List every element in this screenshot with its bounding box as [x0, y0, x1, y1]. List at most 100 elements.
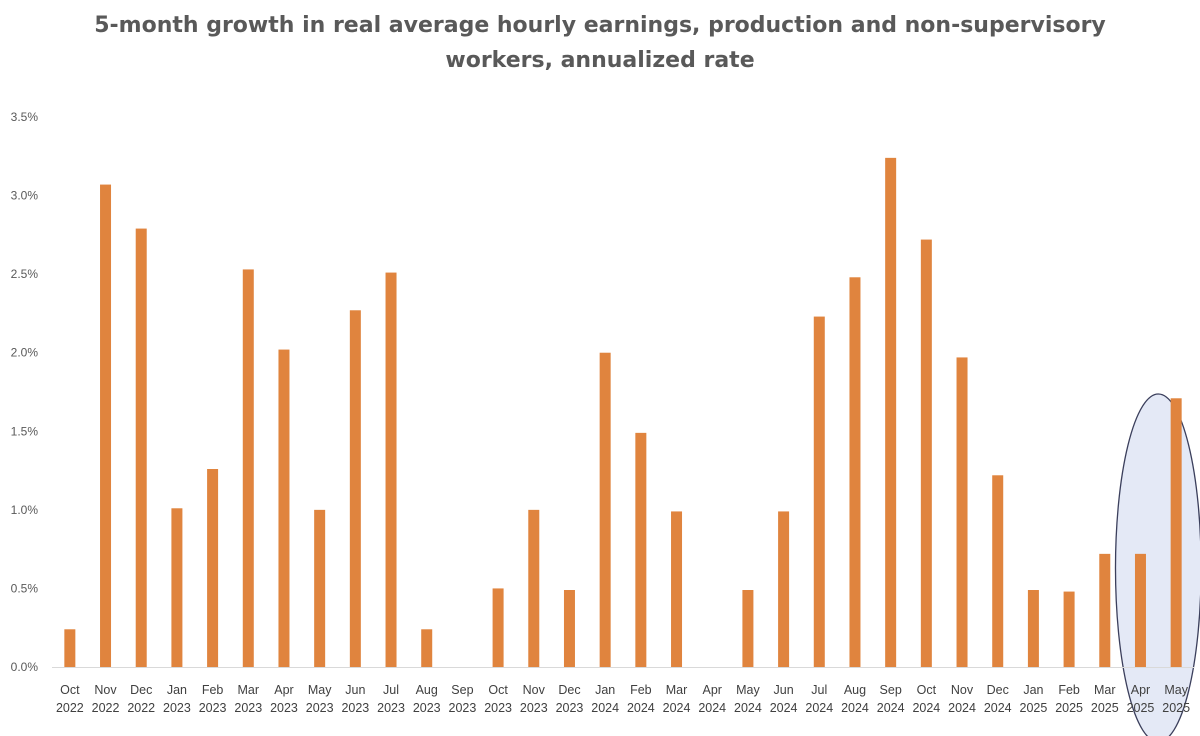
bar [528, 509, 540, 667]
x-tick-label-year: 2024 [841, 701, 869, 715]
x-tick-label-month: Nov [523, 683, 546, 697]
x-tick-label-month: Oct [488, 683, 508, 697]
bar [1063, 591, 1075, 667]
bar [813, 316, 825, 667]
x-tick-label-year: 2024 [627, 701, 655, 715]
x-tick-label-month: Dec [130, 683, 152, 697]
bar [64, 629, 76, 667]
bar [778, 511, 790, 667]
x-tick-label-month: Mar [238, 683, 260, 697]
x-tick-label-month: Sep [880, 683, 902, 697]
x-tick-label-month: Apr [1131, 683, 1150, 697]
x-tick-label-year: 2022 [127, 701, 155, 715]
x-tick-label-year: 2024 [591, 701, 619, 715]
x-tick-label-month: Oct [917, 683, 937, 697]
x-tick-label-month: Feb [630, 683, 652, 697]
chart-title-line-2: workers, annualized rate [445, 48, 755, 73]
x-tick-label-year: 2025 [1162, 701, 1190, 715]
x-tick-label-month: Dec [987, 683, 1009, 697]
x-tick-label-year: 2023 [306, 701, 334, 715]
bar [314, 509, 326, 667]
x-tick-label-year: 2023 [270, 701, 298, 715]
x-tick-label-year: 2024 [698, 701, 726, 715]
bar [278, 349, 290, 667]
x-tick-label-month: Nov [94, 683, 117, 697]
x-tick-label-year: 2024 [877, 701, 905, 715]
x-tick-label-year: 2024 [912, 701, 940, 715]
x-tick-label-month: Jul [383, 683, 399, 697]
x-tick-label-month: Jan [595, 683, 615, 697]
x-tick-label-month: Feb [202, 683, 224, 697]
x-tick-label-year: 2024 [948, 701, 976, 715]
x-tick-label-year: 2025 [1091, 701, 1119, 715]
x-tick-label-year: 2023 [484, 701, 512, 715]
y-tick-label: 0.0% [11, 660, 39, 674]
bar [242, 269, 254, 667]
bar [135, 228, 147, 668]
bar [1170, 398, 1182, 667]
x-tick-label-month: Mar [1094, 683, 1116, 697]
x-tick-label-year: 2023 [341, 701, 369, 715]
x-tick-label-year: 2025 [1055, 701, 1083, 715]
x-tick-label-month: Apr [274, 683, 293, 697]
chart-title-line-1: 5-month growth in real average hourly ea… [94, 13, 1106, 38]
y-tick-label: 2.0% [11, 346, 39, 360]
x-tick-label-year: 2023 [413, 701, 441, 715]
x-tick-label-year: 2025 [1127, 701, 1155, 715]
x-tick-label-year: 2023 [377, 701, 405, 715]
bar [171, 508, 183, 667]
y-tick-label: 1.5% [11, 424, 39, 438]
bar [742, 590, 754, 667]
bar [885, 157, 897, 667]
x-tick-label-month: May [308, 683, 332, 697]
x-tick-label-year: 2022 [56, 701, 84, 715]
x-tick-label-month: Oct [60, 683, 80, 697]
bar [421, 629, 433, 667]
x-tick-label-year: 2023 [556, 701, 584, 715]
x-tick-label-year: 2023 [520, 701, 548, 715]
x-tick-label-year: 2024 [663, 701, 691, 715]
bar [599, 352, 611, 667]
chart-title: 5-month growth in real average hourly ea… [0, 8, 1200, 78]
x-tick-label-month: Jun [345, 683, 365, 697]
x-tick-label-month: May [736, 683, 760, 697]
bar [671, 511, 683, 667]
x-tick-label-month: Mar [666, 683, 688, 697]
x-tick-label-year: 2023 [449, 701, 477, 715]
y-tick-label: 0.5% [11, 581, 39, 595]
x-tick-label-year: 2024 [734, 701, 762, 715]
x-tick-label-month: Feb [1058, 683, 1080, 697]
x-tick-label-month: Nov [951, 683, 974, 697]
bar [956, 357, 968, 667]
y-tick-label: 3.0% [11, 189, 39, 203]
bar [992, 475, 1004, 667]
x-tick-label-year: 2023 [234, 701, 262, 715]
x-tick-label-month: Aug [416, 683, 438, 697]
bar [635, 432, 647, 667]
x-tick-label-year: 2024 [984, 701, 1012, 715]
bar [385, 272, 397, 667]
x-tick-label-month: Jan [1023, 683, 1043, 697]
bar [492, 588, 504, 667]
bar [563, 590, 575, 667]
y-tick-label: 2.5% [11, 267, 39, 281]
x-tick-label-month: Jan [167, 683, 187, 697]
y-tick-label: 1.0% [11, 503, 39, 517]
x-tick-label-month: Apr [702, 683, 721, 697]
x-tick-label-month: May [1164, 683, 1188, 697]
x-tick-label-month: Jun [774, 683, 794, 697]
x-tick-label-year: 2023 [199, 701, 227, 715]
x-tick-label-year: 2025 [1020, 701, 1048, 715]
bar [100, 184, 112, 668]
x-tick-label-year: 2023 [163, 701, 191, 715]
bar [1027, 590, 1039, 667]
bar [349, 310, 361, 667]
bar [207, 469, 219, 667]
x-tick-label-year: 2024 [805, 701, 833, 715]
y-tick-label: 3.5% [11, 110, 39, 124]
x-tick-label-year: 2022 [92, 701, 120, 715]
x-tick-label-month: Sep [451, 683, 473, 697]
bar [1099, 553, 1111, 667]
